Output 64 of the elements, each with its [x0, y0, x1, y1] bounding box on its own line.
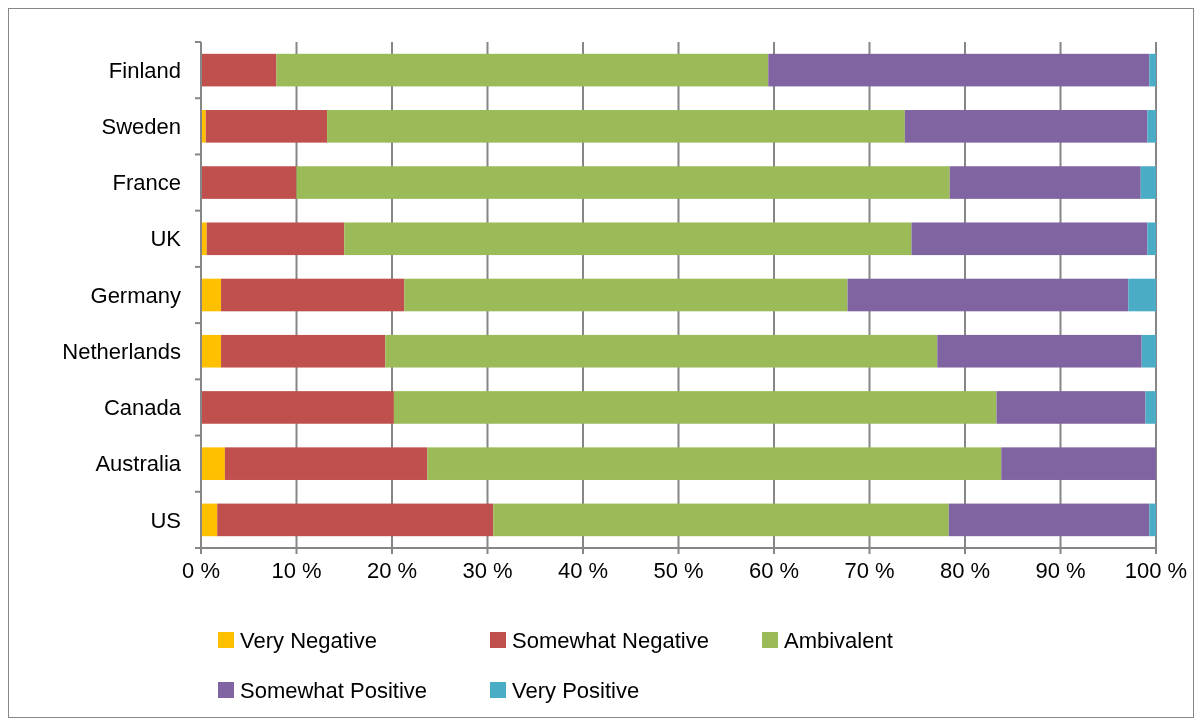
- legend-label: Somewhat Negative: [512, 627, 709, 653]
- bar: [393, 391, 997, 424]
- bar: [911, 222, 1148, 256]
- bar: [201, 53, 277, 87]
- bar: [1141, 334, 1156, 368]
- bar: [344, 222, 912, 256]
- bar: [327, 110, 905, 143]
- bar: [1140, 166, 1156, 199]
- x-tick-label: 0 %: [182, 558, 220, 583]
- legend-label: Ambivalent: [784, 627, 893, 653]
- y-tick-label: Germany: [90, 282, 181, 308]
- bar: [1149, 503, 1156, 537]
- bar: [385, 334, 938, 368]
- bar: [217, 503, 494, 537]
- y-tick-label: Sweden: [101, 114, 181, 140]
- y-tick-label: US: [150, 507, 181, 533]
- bar: [768, 53, 1150, 87]
- legend-label: Very Positive: [512, 677, 640, 703]
- y-tick-label: UK: [150, 226, 182, 252]
- bar: [201, 166, 297, 199]
- y-tick-label: Finland: [108, 57, 181, 83]
- bar: [224, 447, 428, 480]
- bar: [201, 278, 222, 312]
- bar: [847, 278, 1129, 312]
- bar: [1001, 447, 1156, 480]
- bar: [404, 278, 848, 312]
- x-tick-label: 50 %: [653, 558, 704, 583]
- x-tick-label: 60 %: [748, 558, 800, 583]
- bar: [206, 222, 345, 256]
- bar: [201, 447, 225, 480]
- bar: [221, 278, 405, 312]
- legend-label: Somewhat Positive: [240, 677, 428, 703]
- bar: [948, 503, 1150, 537]
- bar: [201, 503, 218, 537]
- x-tick-label: 70 %: [844, 558, 895, 583]
- bar: [296, 166, 950, 199]
- bar: [949, 166, 1141, 199]
- bar: [493, 503, 949, 537]
- x-tick-label: 10 %: [271, 558, 322, 583]
- bar: [937, 334, 1142, 368]
- x-tick-label: 30 %: [462, 558, 513, 583]
- bar: [221, 334, 386, 368]
- x-tick-label: 20 %: [366, 558, 418, 583]
- x-tick-label: 100 %: [1124, 558, 1188, 583]
- legend-label: Very Negative: [240, 627, 377, 653]
- bar: [1128, 278, 1156, 312]
- bar: [1145, 391, 1156, 424]
- y-tick-label: Australia: [95, 451, 182, 477]
- x-tick-label: 40 %: [557, 558, 609, 583]
- bar: [1147, 110, 1156, 143]
- bar: [1149, 53, 1156, 87]
- x-tick-label: 80 %: [939, 558, 991, 583]
- y-tick-label: Netherlands: [62, 338, 181, 364]
- y-tick-label: France: [112, 170, 181, 196]
- bar: [276, 53, 769, 87]
- x-tick-label: 90 %: [1035, 558, 1086, 583]
- y-tick-label: Canada: [103, 395, 182, 421]
- bar: [205, 110, 328, 143]
- bar: [427, 447, 1002, 480]
- bar: [201, 391, 394, 424]
- bar: [996, 391, 1146, 424]
- bar: [201, 334, 222, 368]
- bar: [1147, 222, 1156, 256]
- bar: [904, 110, 1148, 143]
